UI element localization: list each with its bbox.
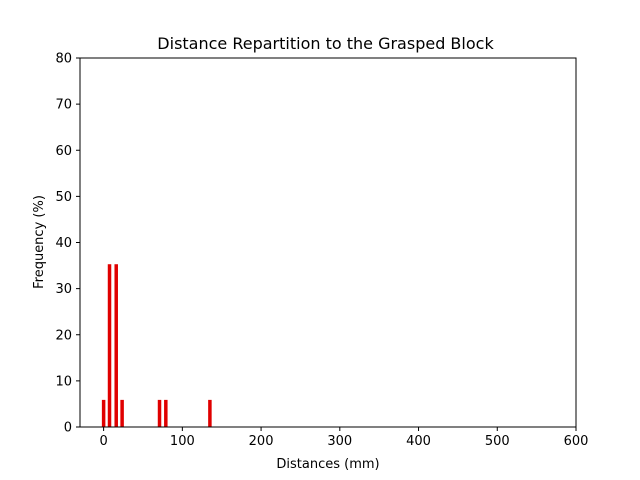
y-tick-label: 0: [64, 421, 72, 436]
y-axis-ticks: 0 10 20 30 40 50 60 70 80: [55, 52, 80, 436]
x-tick-label: 500: [485, 434, 510, 449]
x-tick-label: 600: [564, 434, 589, 449]
y-tick-label: 30: [55, 282, 72, 297]
x-tick-label: 200: [249, 434, 274, 449]
x-tick-label: 400: [406, 434, 431, 449]
bar: [208, 399, 212, 427]
bar: [107, 264, 112, 427]
y-tick-label: 20: [55, 328, 72, 343]
chart-title: Distance Repartition to the Grasped Bloc…: [157, 34, 494, 53]
x-tick-label: 0: [99, 434, 107, 449]
x-axis-ticks: 0 100 200 300 400 500 600: [99, 427, 588, 449]
y-tick-label: 10: [55, 374, 72, 389]
y-tick-label: 50: [55, 190, 72, 205]
y-tick-label: 60: [55, 144, 72, 159]
bar: [114, 264, 118, 427]
y-tick-label: 40: [55, 236, 72, 251]
bar: [101, 399, 106, 427]
x-tick-label: 100: [170, 434, 195, 449]
x-tick-label: 300: [327, 434, 352, 449]
bar: [157, 399, 162, 427]
y-axis-label: Frequency (%): [32, 195, 47, 289]
plot-frame: [79, 57, 577, 428]
bars: [101, 264, 212, 427]
bar: [120, 399, 124, 427]
x-axis-label: Distances (mm): [276, 457, 379, 472]
y-tick-label: 70: [55, 98, 72, 113]
bar: [164, 399, 168, 427]
y-tick-label: 80: [55, 52, 72, 67]
